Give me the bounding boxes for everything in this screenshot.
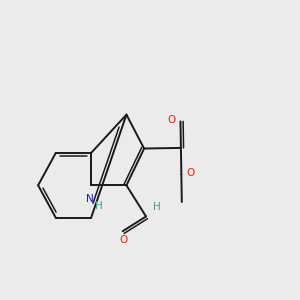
Text: H: H: [152, 202, 160, 212]
Text: H: H: [95, 201, 103, 211]
Text: O: O: [187, 168, 195, 178]
Text: N: N: [86, 194, 94, 204]
Text: O: O: [119, 235, 128, 245]
Text: O: O: [167, 115, 175, 125]
